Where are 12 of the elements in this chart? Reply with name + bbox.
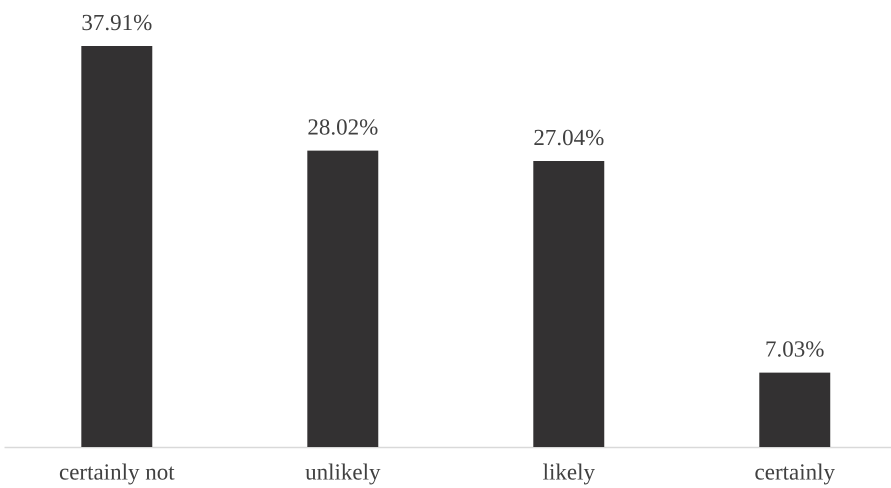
data-label: 37.91% [81,10,152,35]
bar [81,46,152,447]
x-tick-label: certainly not [59,460,176,484]
data-label: 7.03% [765,336,824,362]
data-label: 28.02% [307,114,378,140]
x-tick-label: unlikely [305,460,381,484]
x-tick-label: likely [542,460,596,484]
bar [307,150,378,447]
bar [759,372,830,447]
bar [533,160,604,447]
data-label: 27.04% [533,124,604,150]
x-tick-label: certainly [754,460,836,484]
